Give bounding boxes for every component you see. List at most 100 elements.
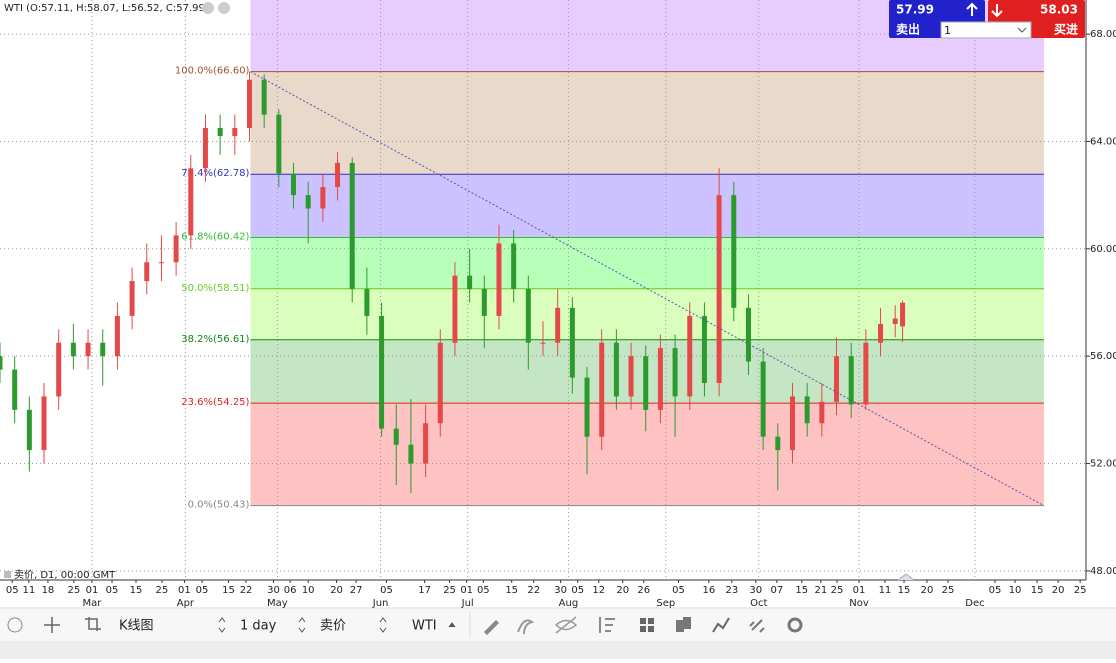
caret — [448, 622, 456, 628]
x-tick-label: 05 — [477, 585, 490, 596]
draw-button[interactable] — [484, 620, 499, 635]
link-button[interactable] — [749, 619, 765, 633]
toolbar: K线图 1 day 卖价 WTI — [0, 607, 1116, 659]
candle-body — [775, 436, 781, 451]
up-arrow — [966, 2, 978, 16]
candle-body — [511, 243, 517, 290]
x-tick-label: 10 — [302, 585, 315, 596]
crosshair-button[interactable] — [44, 617, 60, 633]
candle-body — [12, 369, 18, 410]
x-tick-label: 01 — [178, 585, 191, 596]
close-button[interactable] — [218, 2, 230, 14]
candle-body — [320, 187, 326, 209]
candle-body — [423, 423, 429, 464]
candle-body — [467, 275, 473, 290]
x-tick-label: 25 — [942, 585, 955, 596]
candle-body — [437, 342, 443, 424]
fib-band — [250, 71, 1044, 175]
indicator-button[interactable] — [712, 617, 730, 633]
sell-price: 57.99 — [896, 3, 934, 17]
candle-body — [85, 342, 91, 357]
fib-band — [250, 174, 1044, 238]
candle-body — [335, 162, 341, 188]
copy-button[interactable] — [676, 617, 691, 632]
scroll-marker[interactable] — [897, 573, 915, 581]
candle-body — [789, 396, 795, 451]
y-tick-label: 56.00 — [1090, 351, 1116, 362]
x-tick-label: 15 — [795, 585, 808, 596]
x-tick-label: 11 — [879, 585, 892, 596]
month-label: Nov — [849, 598, 869, 609]
candle-body — [848, 356, 854, 405]
candle-body — [41, 396, 47, 451]
candle-body — [481, 289, 487, 316]
y-tick-label: 52.00 — [1090, 459, 1116, 470]
crop-button[interactable] — [85, 617, 101, 631]
x-tick-label: 21 — [814, 585, 827, 596]
candle-body — [100, 342, 106, 357]
x-tick-label: 25 — [1074, 585, 1087, 596]
candle-body — [555, 307, 561, 343]
caret — [379, 617, 387, 633]
select-caret — [1017, 27, 1027, 33]
month-label: Aug — [559, 598, 579, 609]
buy-price: 58.03 — [1040, 3, 1078, 17]
candle-body — [569, 307, 575, 378]
x-tick-label: 25 — [156, 585, 169, 596]
price-type[interactable]: 卖价 — [320, 619, 346, 634]
candle-body — [114, 315, 120, 357]
candle-body — [261, 79, 267, 115]
sort-button[interactable] — [599, 617, 615, 633]
x-tick-label: 05 — [6, 585, 19, 596]
candle-body — [731, 195, 737, 308]
x-tick-label: 23 — [725, 585, 738, 596]
fib-level-label: 76.4%(62.78) — [181, 168, 249, 179]
candle-body — [657, 348, 663, 410]
candle-body — [584, 377, 590, 437]
fib-level-label: 38.2%(56.61) — [181, 334, 249, 345]
toolbar-bg — [0, 608, 1116, 641]
chart-type[interactable]: K线图 — [119, 619, 154, 634]
magnet-button[interactable] — [517, 619, 535, 635]
candle-body — [819, 401, 825, 424]
quantity-select[interactable] — [940, 21, 1032, 39]
month-label: Jul — [461, 598, 474, 609]
symbol-header: WTI (O:57.11, H:58.07, L:56.52, C:57.99) — [4, 3, 209, 14]
x-tick-label: 22 — [240, 585, 253, 596]
candle-body — [379, 315, 385, 429]
x-tick-label: 30 — [554, 585, 567, 596]
fib-band — [250, 237, 1044, 289]
fib-level-label: 50.0%(58.51) — [181, 283, 249, 294]
candle-body — [217, 128, 223, 137]
settings-button[interactable] — [787, 617, 803, 633]
buy-label: 买进 — [1054, 22, 1078, 37]
candle-body — [56, 342, 62, 397]
hide-button[interactable] — [554, 616, 578, 634]
period[interactable]: 1 day — [240, 619, 277, 634]
candle-body — [26, 409, 32, 451]
candle-body — [745, 307, 751, 362]
x-tick-label: 30 — [267, 585, 280, 596]
quantity-value: 1 — [944, 24, 951, 37]
settings-button[interactable] — [202, 2, 214, 14]
candle-body — [349, 162, 355, 290]
x-tick-label: 01 — [460, 585, 473, 596]
candle-body — [834, 356, 840, 402]
fib-level-label: 0.0%(50.43) — [188, 500, 250, 511]
symbol[interactable]: WTI — [412, 619, 437, 634]
fib-level-label: 23.6%(54.25) — [181, 397, 249, 408]
info-icon — [4, 571, 11, 578]
x-tick-label: 26 — [637, 585, 650, 596]
layout-button[interactable] — [640, 618, 654, 632]
caret — [218, 617, 226, 633]
x-tick-label: 12 — [592, 585, 605, 596]
candle-body — [276, 114, 282, 174]
fib-band — [250, 288, 1044, 340]
month-label: May — [267, 598, 288, 609]
x-tick-label: 01 — [853, 585, 866, 596]
candle-body — [144, 262, 150, 282]
info-button[interactable] — [7, 617, 23, 633]
candle-body — [760, 361, 766, 437]
